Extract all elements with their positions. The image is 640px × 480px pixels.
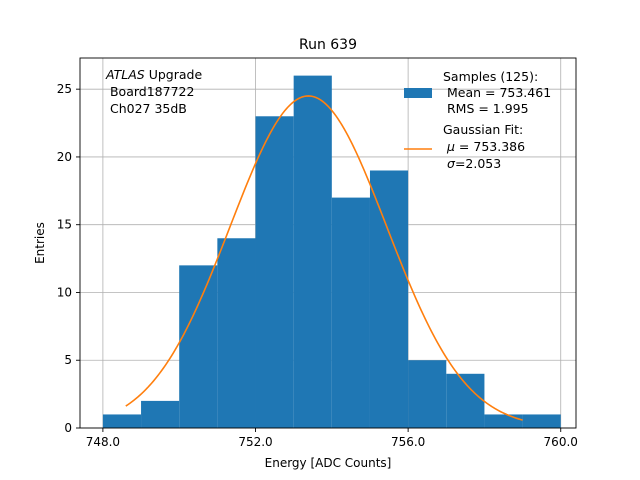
x-tick-label: 748.0 (86, 435, 120, 449)
legend-samples-mean: Mean = 753.461 (443, 85, 551, 100)
histogram-bar (331, 197, 370, 428)
histogram-bar (217, 238, 256, 428)
histogram-bar (408, 360, 447, 428)
y-axis-label: Entries (33, 222, 47, 264)
histogram-bars (102, 75, 561, 429)
y-tick-label: 10 (57, 285, 72, 299)
y-tick-label: 25 (57, 82, 72, 96)
legend-fit-sigma: σ=2.053 (447, 156, 501, 171)
legend-fit-mu-value: = 753.386 (455, 139, 525, 154)
gaussian-fit-curve (125, 95, 523, 421)
histogram-bar (293, 75, 332, 428)
histogram-bar (446, 373, 485, 428)
y-tick-label: 5 (64, 353, 72, 367)
annotation-board: Board187722 (106, 84, 194, 99)
x-tick-label: 752.0 (238, 435, 272, 449)
histogram-bar (369, 170, 409, 428)
histogram-bar (255, 116, 294, 429)
legend-samples-rms: RMS = 1.995 (443, 101, 529, 116)
annotation-channel: Ch027 35dB (106, 101, 187, 116)
histogram-bar (141, 400, 180, 428)
legend-fit-title: Gaussian Fit: (443, 122, 523, 137)
annotation-line-1: ATLAS Upgrade (105, 67, 202, 82)
x-tick-label: 756.0 (391, 435, 425, 449)
legend-fit-sigma-value: =2.053 (455, 156, 501, 171)
x-axis-label: Energy [ADC Counts] (265, 456, 392, 470)
legend-fit-mu: μ = 753.386 (446, 139, 525, 154)
plot-frame (79, 57, 577, 429)
y-tick-label: 0 (64, 421, 72, 435)
histogram-bar (179, 265, 218, 428)
legend-samples-title: Samples (125): (443, 69, 538, 84)
upgrade-label: Upgrade (145, 67, 203, 82)
legend: Samples (125): Mean = 753.461 RMS = 1.99… (404, 69, 551, 171)
x-tick-label: 760.0 (544, 435, 578, 449)
atlas-italic-label: ATLAS (105, 67, 145, 82)
histogram-bar (484, 414, 523, 428)
axis-ticks: 748.0 752.0 756.0 760.0 0 5 10 15 20 25 (57, 82, 578, 449)
histogram-bar (102, 414, 142, 428)
chart-title: Run 639 (299, 37, 357, 53)
y-tick-label: 15 (57, 218, 72, 232)
histogram-bar (522, 414, 561, 428)
y-tick-label: 20 (57, 150, 72, 164)
legend-samples-swatch (404, 88, 432, 98)
mu-symbol: μ (446, 139, 455, 154)
sigma-symbol: σ (447, 156, 456, 171)
